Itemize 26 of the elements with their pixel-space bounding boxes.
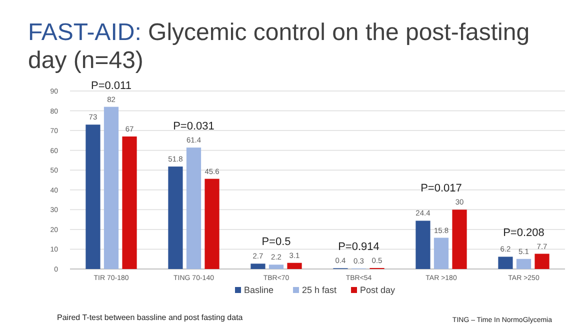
annotation: P=0.208 <box>503 226 544 239</box>
bar <box>122 136 137 269</box>
bar <box>268 264 284 269</box>
text: Paired T-test between bassline and post fasting data <box>57 313 244 322</box>
bar <box>104 106 119 269</box>
bar <box>534 254 550 269</box>
bar <box>287 262 302 269</box>
chart-title: FAST-AID: Glycemic control on the post-fasting day (n=43) <box>28 19 530 74</box>
annotation: P=0.031 <box>173 120 214 133</box>
bar <box>452 210 467 269</box>
bar <box>434 238 449 269</box>
bar <box>416 220 430 269</box>
legend-label: 25 h fast <box>302 285 338 295</box>
bar <box>204 178 220 269</box>
annotation: P=0.017 <box>420 182 462 195</box>
bar <box>168 166 183 269</box>
bar <box>516 258 532 269</box>
bar <box>498 256 513 269</box>
annotation: P=0.5 <box>262 236 291 248</box>
bar <box>86 124 100 269</box>
bar <box>250 264 266 269</box>
annotation: P=0.914 <box>338 241 380 254</box>
legend-label: Post day <box>360 285 396 295</box>
annotation: P=0.011 <box>91 80 132 92</box>
legend-label: Basline <box>244 285 274 295</box>
bar <box>186 148 202 269</box>
